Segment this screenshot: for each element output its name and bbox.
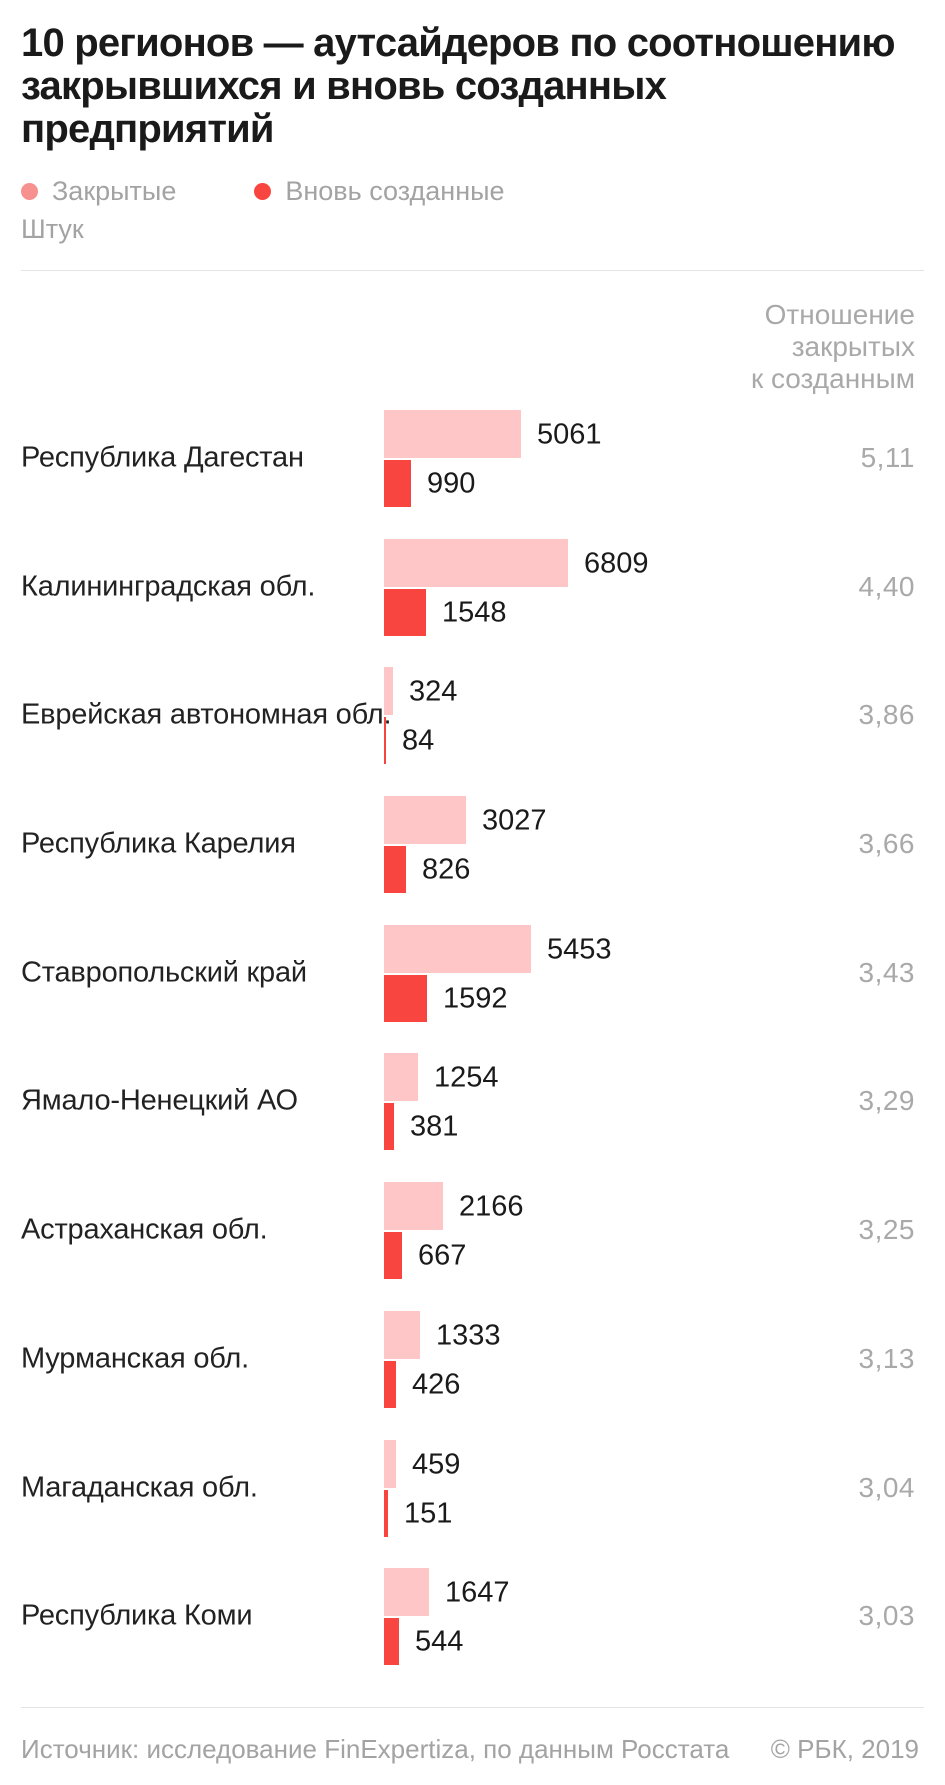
created-bar bbox=[384, 1618, 399, 1666]
page-title-line-2: закрывшихся и вновь созданных bbox=[21, 64, 667, 108]
chart-row: Мурманская обл. 1333 426 3,13 bbox=[0, 1310, 945, 1440]
closed-bar bbox=[384, 1568, 429, 1617]
closed-bar bbox=[384, 1439, 396, 1488]
created-bar bbox=[384, 460, 411, 507]
chart-row: Республика Дагестан 5061 990 5,11 bbox=[0, 410, 945, 539]
ratio-value: 3,29 bbox=[858, 1085, 915, 1117]
created-bar bbox=[384, 588, 426, 636]
copyright-note: © РБК, 2019 bbox=[770, 1734, 919, 1764]
bottom-divider bbox=[21, 1707, 924, 1708]
closed-value: 324 bbox=[409, 675, 458, 708]
closed-bar bbox=[384, 410, 521, 458]
chart-row: Республика Карелия 3027 826 3,66 bbox=[0, 796, 945, 925]
page-title: 10 регионов — аутсайдеров по соотношению… bbox=[21, 21, 896, 151]
ratio-header-line-1: Отношение bbox=[764, 299, 915, 330]
closed-value: 1333 bbox=[436, 1319, 501, 1352]
closed-value: 1647 bbox=[445, 1576, 510, 1609]
closed-bar bbox=[384, 1053, 418, 1102]
created-value: 151 bbox=[404, 1497, 453, 1529]
region-label: Магаданская обл. bbox=[21, 1471, 258, 1503]
ratio-header-line-2: закрытых bbox=[791, 331, 915, 362]
closed-dot-icon bbox=[21, 183, 38, 200]
closed-bar bbox=[384, 1182, 443, 1231]
page-title-line-1: 10 регионов — аутсайдеров по соотношению bbox=[21, 21, 896, 65]
created-bar bbox=[384, 974, 427, 1022]
chart-legend: Закрытые Вновь созданные bbox=[21, 176, 505, 207]
chart-row: Магаданская обл. 459 151 3,04 bbox=[0, 1439, 945, 1569]
chart-row: Астраханская обл. 2166 667 3,25 bbox=[0, 1182, 945, 1311]
source-note: Источник: исследование FinExpertiza, по … bbox=[21, 1734, 730, 1764]
legend-item-closed: Закрытые bbox=[21, 176, 176, 207]
created-value: 381 bbox=[410, 1110, 459, 1143]
closed-value: 5061 bbox=[537, 418, 602, 451]
created-value: 426 bbox=[412, 1368, 461, 1401]
closed-bar bbox=[384, 924, 531, 973]
closed-bar bbox=[384, 1310, 420, 1359]
region-label: Мурманская обл. bbox=[21, 1342, 249, 1375]
region-label: Республика Карелия bbox=[21, 827, 296, 860]
chart-row: Еврейская автономная обл. 324 84 3,86 bbox=[0, 667, 945, 796]
created-value: 544 bbox=[415, 1625, 464, 1658]
ratio-value: 3,66 bbox=[858, 828, 915, 860]
closed-bar bbox=[384, 667, 393, 716]
created-bar bbox=[384, 1232, 402, 1280]
closed-value: 6809 bbox=[584, 547, 649, 580]
region-label: Еврейская автономная обл. bbox=[21, 698, 392, 731]
region-label: Ставропольский край bbox=[21, 956, 307, 989]
region-label: Калининградская обл. bbox=[21, 570, 316, 603]
chart-rows: Республика Дагестан 5061 990 5,11 Калинингра… bbox=[0, 410, 945, 1697]
page-title-line-3: предприятий bbox=[21, 107, 275, 151]
created-dot-icon bbox=[254, 183, 272, 200]
created-value: 1592 bbox=[443, 982, 508, 1015]
region-label: Республика Дагестан bbox=[21, 441, 304, 474]
ratio-value: 4,40 bbox=[858, 570, 915, 602]
ratio-value: 3,86 bbox=[858, 699, 915, 731]
chart-row: Республика Коми 1647 544 3,03 bbox=[0, 1568, 945, 1697]
region-label: Республика Коми bbox=[21, 1599, 253, 1632]
created-bar bbox=[384, 1103, 394, 1151]
closed-value: 5453 bbox=[547, 933, 612, 966]
unit-label: Штук bbox=[21, 214, 84, 244]
ratio-value: 3,25 bbox=[858, 1214, 915, 1246]
top-divider bbox=[21, 270, 924, 271]
created-value: 826 bbox=[422, 853, 471, 886]
region-label: Ямало-Ненецкий АО bbox=[21, 1084, 298, 1117]
closed-bar bbox=[384, 796, 466, 845]
created-value: 667 bbox=[418, 1239, 467, 1272]
closed-value: 459 bbox=[412, 1448, 461, 1480]
closed-value: 2166 bbox=[459, 1190, 524, 1223]
created-value: 84 bbox=[402, 724, 435, 757]
closed-value: 3027 bbox=[482, 804, 547, 837]
created-value: 1548 bbox=[442, 596, 507, 629]
chart-row: Калининградская обл. 6809 1548 4,40 bbox=[0, 538, 945, 668]
region-label: Астраханская обл. bbox=[21, 1213, 268, 1246]
legend-created-label: Вновь созданные bbox=[285, 176, 505, 206]
chart-row: Ямало-Ненецкий АО 1254 381 3,29 bbox=[0, 1053, 945, 1182]
ratio-value: 3,13 bbox=[858, 1342, 915, 1374]
ratio-value: 5,11 bbox=[860, 442, 915, 473]
created-bar bbox=[384, 1360, 396, 1408]
created-bar bbox=[384, 717, 386, 765]
closed-bar bbox=[384, 538, 568, 587]
closed-value: 1254 bbox=[434, 1061, 499, 1094]
ratio-value: 3,43 bbox=[858, 956, 915, 988]
created-value: 990 bbox=[427, 467, 476, 500]
created-bar bbox=[384, 1489, 388, 1537]
created-bar bbox=[384, 846, 406, 894]
ratio-header-line-3: к созданным bbox=[750, 363, 915, 394]
ratio-column-header: Отношение закрытых к созданным bbox=[751, 299, 915, 395]
legend-item-created: Вновь созданные bbox=[254, 176, 505, 207]
chart-row: Ставропольский край 5453 1592 3,43 bbox=[0, 924, 945, 1054]
legend-closed-label: Закрытые bbox=[52, 176, 177, 206]
ratio-value: 3,04 bbox=[858, 1471, 915, 1503]
ratio-value: 3,03 bbox=[858, 1600, 915, 1632]
